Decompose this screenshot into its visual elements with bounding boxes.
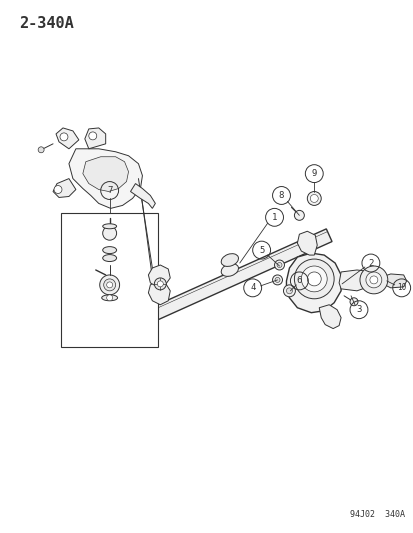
Text: 9: 9 bbox=[311, 169, 316, 178]
Polygon shape bbox=[297, 231, 316, 255]
Text: 10: 10 bbox=[396, 284, 405, 293]
Text: 3: 3 bbox=[356, 305, 361, 314]
Ellipse shape bbox=[221, 264, 238, 276]
Polygon shape bbox=[148, 281, 170, 305]
Polygon shape bbox=[384, 274, 406, 288]
Circle shape bbox=[365, 272, 381, 288]
Ellipse shape bbox=[102, 247, 116, 254]
Ellipse shape bbox=[221, 254, 238, 266]
Ellipse shape bbox=[102, 295, 117, 301]
Circle shape bbox=[157, 281, 163, 287]
Circle shape bbox=[274, 260, 284, 270]
Circle shape bbox=[272, 275, 282, 285]
Circle shape bbox=[102, 227, 116, 240]
Polygon shape bbox=[69, 149, 142, 208]
Circle shape bbox=[60, 133, 68, 141]
Circle shape bbox=[286, 288, 292, 294]
Circle shape bbox=[359, 266, 387, 294]
Circle shape bbox=[276, 263, 281, 268]
Text: 8: 8 bbox=[278, 191, 283, 200]
Text: 94J02  340A: 94J02 340A bbox=[349, 510, 404, 519]
Text: 1: 1 bbox=[271, 213, 277, 222]
Circle shape bbox=[294, 211, 304, 220]
Bar bbox=[61, 213, 158, 348]
Circle shape bbox=[54, 185, 62, 193]
Text: 2: 2 bbox=[367, 259, 373, 268]
Polygon shape bbox=[83, 157, 128, 191]
Circle shape bbox=[38, 147, 44, 153]
Circle shape bbox=[294, 259, 333, 299]
Circle shape bbox=[310, 195, 318, 203]
Circle shape bbox=[88, 132, 97, 140]
Text: 7: 7 bbox=[107, 186, 112, 195]
Circle shape bbox=[274, 277, 279, 282]
Circle shape bbox=[107, 282, 112, 288]
Circle shape bbox=[349, 298, 357, 306]
Text: 6: 6 bbox=[296, 277, 301, 285]
Circle shape bbox=[369, 276, 377, 284]
Polygon shape bbox=[318, 305, 340, 328]
Ellipse shape bbox=[102, 224, 116, 229]
Text: 2-340A: 2-340A bbox=[19, 15, 74, 31]
Ellipse shape bbox=[102, 255, 116, 262]
Polygon shape bbox=[286, 253, 340, 313]
Polygon shape bbox=[53, 179, 76, 197]
Circle shape bbox=[107, 295, 112, 301]
Polygon shape bbox=[85, 128, 105, 149]
Circle shape bbox=[306, 272, 320, 286]
Text: 4: 4 bbox=[249, 284, 255, 293]
Circle shape bbox=[301, 266, 326, 292]
Circle shape bbox=[103, 279, 115, 291]
Polygon shape bbox=[56, 128, 78, 149]
Polygon shape bbox=[149, 229, 331, 321]
Circle shape bbox=[306, 191, 320, 205]
Polygon shape bbox=[148, 265, 170, 287]
Circle shape bbox=[154, 278, 166, 290]
Polygon shape bbox=[130, 183, 155, 208]
Polygon shape bbox=[338, 270, 376, 291]
Circle shape bbox=[283, 285, 295, 297]
Text: 5: 5 bbox=[258, 246, 263, 255]
Circle shape bbox=[100, 275, 119, 295]
